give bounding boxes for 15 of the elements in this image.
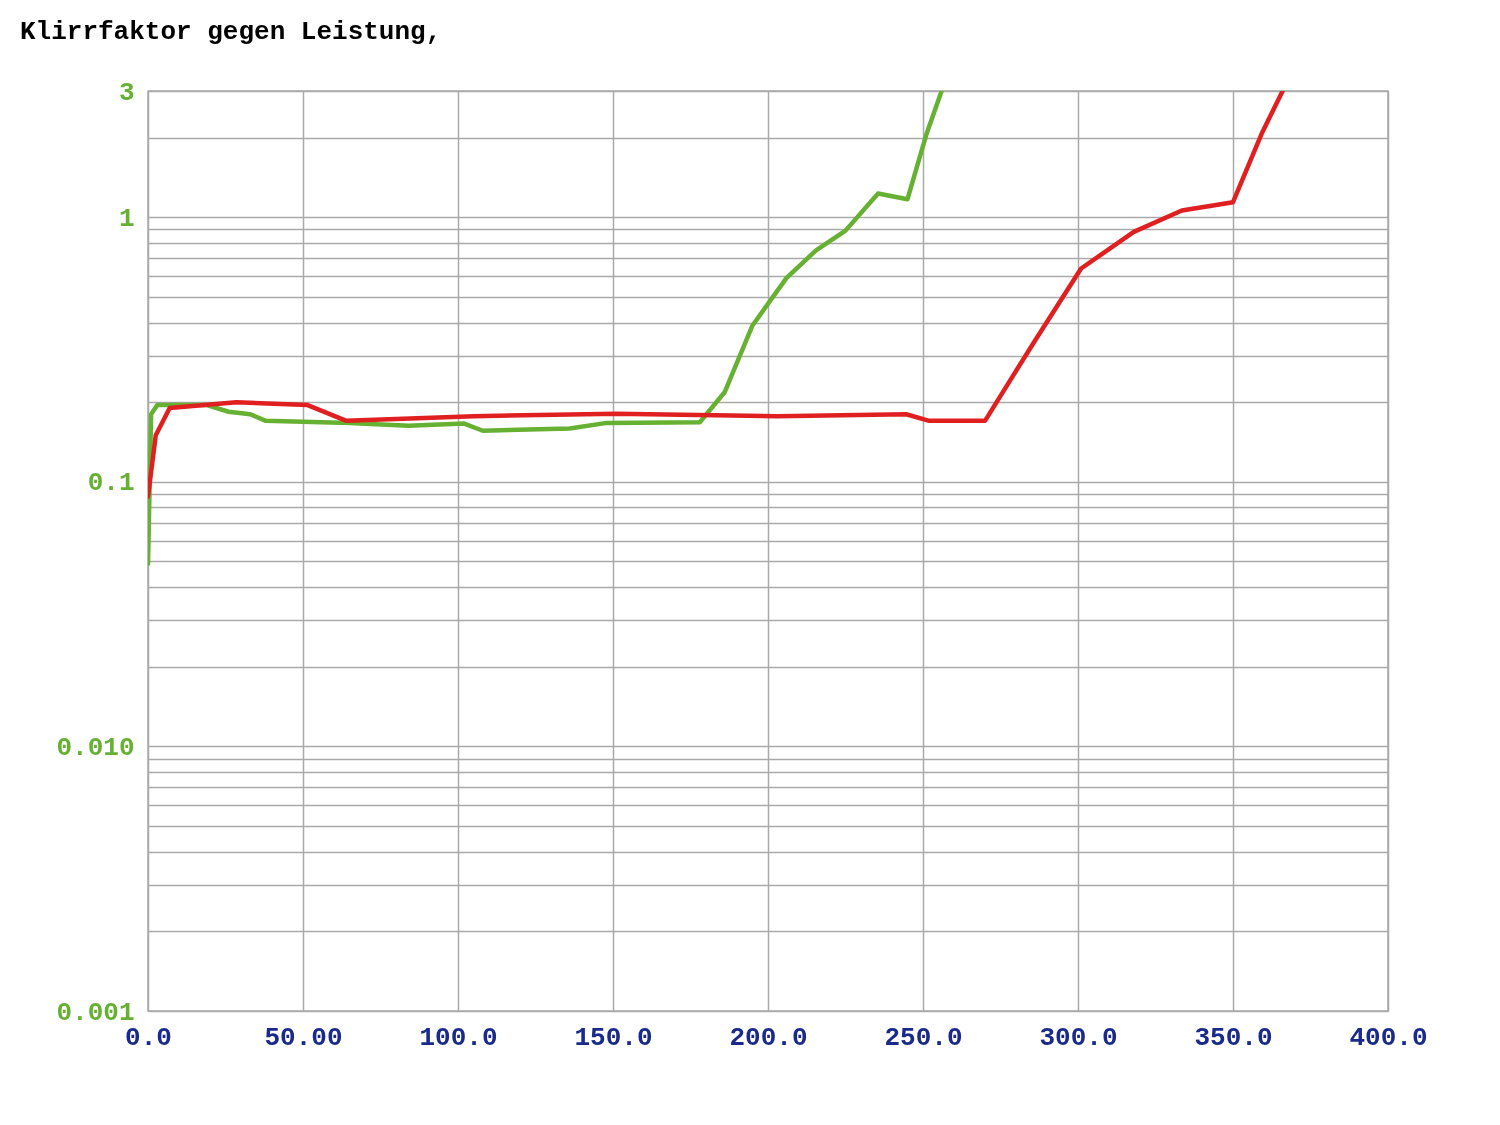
x-tick-label: 350.0 xyxy=(1194,1022,1273,1053)
y-tick-label: 0.1 xyxy=(87,468,135,499)
x-tick-label: 50.00 xyxy=(264,1022,343,1053)
y-tick-label: 1 xyxy=(118,203,135,234)
x-tick-label: 200.0 xyxy=(729,1022,808,1053)
x-tick-label: 250.0 xyxy=(884,1022,963,1053)
line-series xyxy=(148,91,944,567)
chart-title: Klirrfaktor gegen Leistung, xyxy=(20,17,442,47)
x-tick-label: 150.0 xyxy=(574,1022,653,1053)
x-tick-label: 300.0 xyxy=(1039,1022,1118,1053)
line-series xyxy=(148,91,1285,499)
y-tick-label: 3 xyxy=(118,77,135,108)
x-tick-label: 400.0 xyxy=(1349,1022,1428,1053)
x-tick-label: 100.0 xyxy=(419,1022,498,1053)
y-tick-label: 0.010 xyxy=(56,732,135,763)
